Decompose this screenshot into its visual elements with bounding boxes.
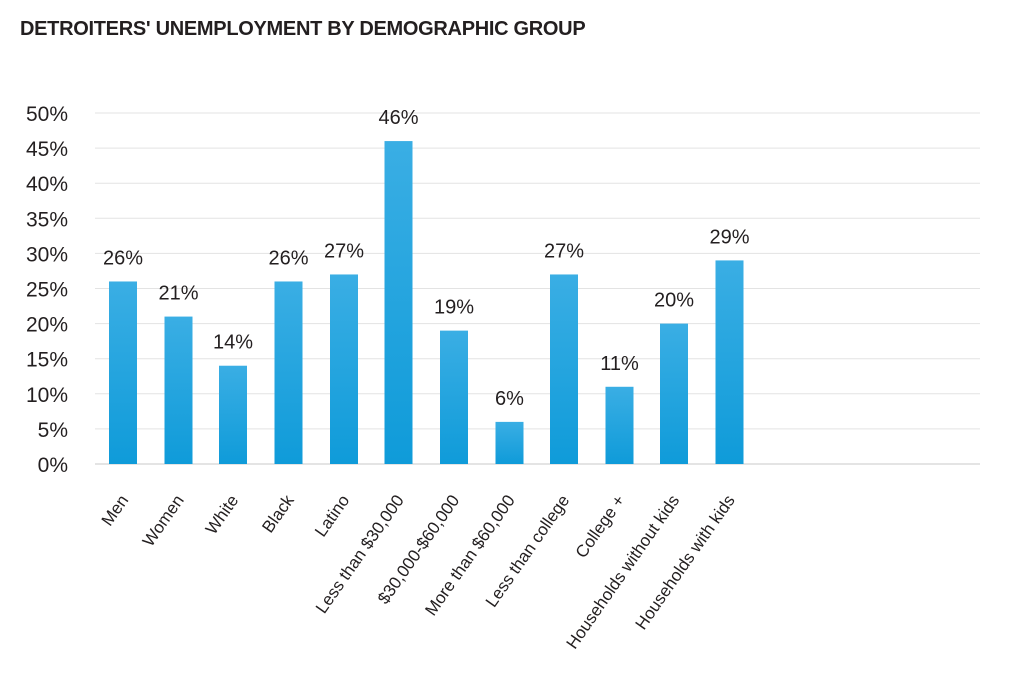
category-label: College + <box>572 491 629 561</box>
data-label: 27% <box>324 240 364 262</box>
bars <box>109 141 744 464</box>
bar <box>164 316 193 464</box>
category-label: Men <box>98 491 133 529</box>
data-labels: 26% 21% 14% 26% 27% 46% 19% 6% 27% 11% 20% 29% <box>103 107 750 410</box>
y-tick-label: 30% <box>26 243 68 266</box>
data-label: 26% <box>103 247 143 269</box>
category-label: White <box>202 491 242 538</box>
category-label: Households with kids <box>632 491 739 633</box>
data-label: 27% <box>544 240 584 262</box>
data-label: 21% <box>158 283 198 305</box>
y-tick-label: 5% <box>38 419 68 442</box>
gridlines <box>95 112 980 465</box>
bar <box>660 323 688 464</box>
data-label: 11% <box>600 353 639 375</box>
y-tick-label: 45% <box>26 138 68 161</box>
bar <box>605 386 634 464</box>
data-label: 26% <box>268 247 308 269</box>
category-label: Women <box>139 491 188 550</box>
bar <box>384 141 413 464</box>
category-label: Black <box>258 491 298 536</box>
bar <box>219 365 247 464</box>
chart-title: DETROITERS' UNEMPLOYMENT BY DEMOGRAPHIC … <box>20 18 586 40</box>
bar <box>440 330 468 464</box>
data-label: 20% <box>654 290 694 312</box>
y-tick-label: 50% <box>26 103 68 126</box>
bar <box>109 281 137 464</box>
y-tick-label: 40% <box>26 173 68 196</box>
y-tick-label: 35% <box>26 208 68 231</box>
bar <box>715 260 744 464</box>
bar <box>550 274 578 464</box>
bar <box>495 421 524 464</box>
y-tick-label: 20% <box>26 314 68 337</box>
data-label: 46% <box>378 107 418 129</box>
category-label: Households without kids <box>563 491 684 652</box>
data-label: 14% <box>213 332 253 354</box>
bar <box>330 274 358 464</box>
data-label: 6% <box>495 388 524 410</box>
category-label: Latino <box>311 491 353 540</box>
y-tick-label: 25% <box>26 279 68 302</box>
y-tick-label: 0% <box>38 454 68 477</box>
data-label: 29% <box>709 226 749 248</box>
y-tick-label: 10% <box>26 384 68 407</box>
bar <box>274 281 303 464</box>
y-axis-ticks: 0% 5% 10% 15% 20% 25% 30% 35% 40% 45% 50% <box>26 103 68 477</box>
y-tick-label: 15% <box>26 349 68 372</box>
data-label: 19% <box>434 297 474 319</box>
